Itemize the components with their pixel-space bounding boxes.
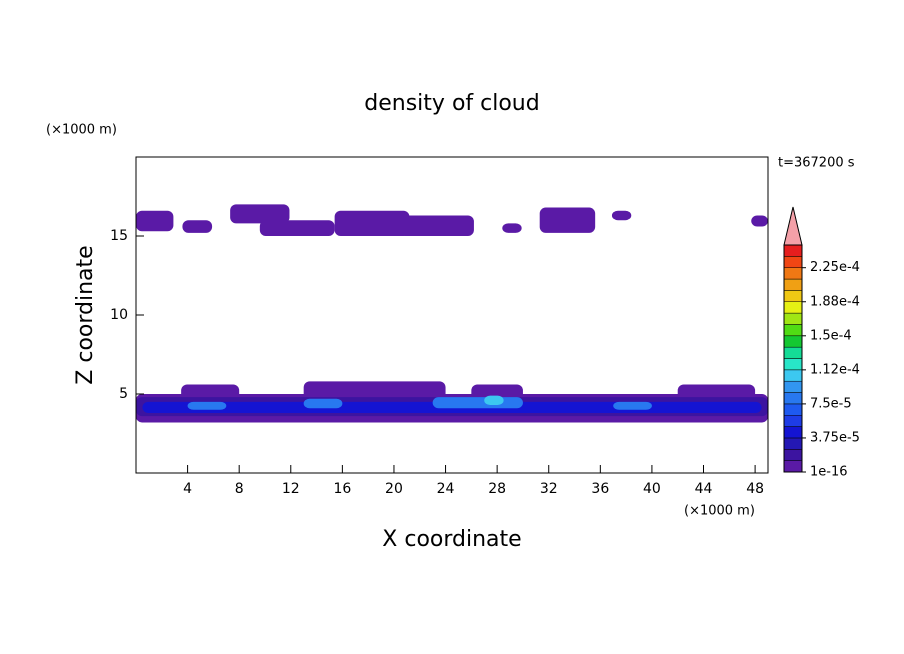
colorbar-band (783, 449, 803, 461)
contour-region (611, 210, 632, 221)
colorbar-band (783, 403, 803, 416)
colorbar-tick-label: 1.12e-4 (810, 362, 860, 377)
colorbar-band (783, 369, 803, 382)
contour-field (136, 204, 768, 423)
x-tick-label: 8 (235, 481, 244, 497)
colorbar-band (783, 256, 803, 268)
x-tick-label: 4 (183, 481, 192, 497)
colorbar-band (783, 426, 803, 439)
contour-region (259, 220, 335, 236)
y-unit: (×1000 m) (46, 123, 117, 138)
colorbar-band (783, 415, 803, 427)
colorbar-frame (783, 244, 803, 473)
x-tick-label: 24 (437, 481, 455, 497)
x-tick-label: 20 (385, 481, 403, 497)
colorbar-tick-label: 1.5e-4 (810, 328, 852, 343)
colorbar-extend (783, 206, 803, 246)
colorbar-band (783, 290, 803, 302)
contour-region (399, 215, 474, 236)
colorbar-tick-label: 1e-16 (810, 465, 848, 480)
contour-region (484, 395, 504, 406)
colorbar-band (783, 380, 803, 393)
contour-region (334, 210, 410, 236)
colorbar-band (783, 244, 803, 257)
colorbar-band (783, 437, 803, 450)
x-unit: (×1000 m) (684, 504, 755, 519)
contour-region (751, 215, 768, 227)
y-tick-label: 15 (110, 228, 128, 244)
plot-frame (135, 156, 769, 474)
contour-region (187, 401, 227, 410)
contour-region (502, 223, 522, 233)
contour-region (136, 210, 174, 232)
contour-region (432, 397, 523, 409)
y-axis-label: Z coordinate (73, 245, 98, 384)
x-tick-label: 40 (643, 481, 661, 497)
colorbar-band (783, 324, 803, 337)
colorbar-band (783, 312, 803, 325)
contour-region (303, 381, 446, 402)
x-tick-label: 36 (591, 481, 609, 497)
time-label: t=367200 s (778, 156, 855, 171)
colorbar-band (783, 346, 803, 359)
colorbar-tick-label: 3.75e-5 (810, 430, 860, 445)
contour-region (230, 204, 290, 224)
x-tick-label: 16 (333, 481, 351, 497)
contour-region (539, 207, 596, 233)
x-tick-label: 32 (540, 481, 558, 497)
colorbar-tick-label: 2.25e-4 (810, 260, 860, 275)
x-tick-label: 44 (695, 481, 713, 497)
colorbar-band (783, 392, 803, 405)
chart-title: density of cloud (364, 91, 539, 116)
contour-region (303, 398, 343, 409)
x-tick-label: 28 (488, 481, 506, 497)
colorbar-band (783, 358, 803, 371)
colorbar-band (783, 335, 803, 348)
contour-region (613, 401, 652, 410)
colorbar-tick-label: 1.88e-4 (810, 294, 860, 309)
contour-region (182, 220, 213, 233)
y-tick-label: 5 (119, 386, 128, 402)
x-tick-label: 12 (282, 481, 300, 497)
colorbar-band (783, 301, 803, 314)
x-tick-label: 48 (746, 481, 764, 497)
colorbar-band (783, 278, 803, 291)
colorbar-band (783, 460, 803, 473)
colorbar-band (783, 267, 803, 280)
colorbar-tick-label: 7.5e-5 (810, 396, 852, 411)
y-tick-label: 10 (110, 307, 128, 323)
x-axis-label: X coordinate (382, 527, 521, 552)
